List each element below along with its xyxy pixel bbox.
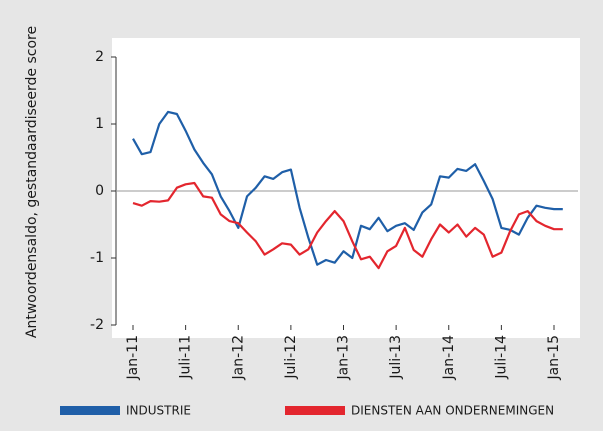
legend-swatch — [285, 406, 345, 415]
y-tick-label: -2 — [90, 317, 104, 333]
line-series — [132, 181, 563, 270]
y-tick-label: 2 — [95, 49, 104, 65]
x-tick-label: Jan-13 — [336, 335, 352, 380]
x-tick-label: Jan-11 — [125, 335, 141, 380]
x-tick-label: Juli-12 — [283, 335, 299, 380]
y-axis-title: Antwoordensaldo, gestandaardiseerde scor… — [24, 26, 40, 338]
x-tick-label: Juli-13 — [388, 335, 404, 380]
x-tick-label: Juli-14 — [493, 335, 509, 380]
x-tick-label: Jan-12 — [230, 335, 246, 380]
y-tick-label: 0 — [95, 183, 104, 199]
y-tick-label: -1 — [90, 250, 104, 266]
line-series — [132, 110, 563, 266]
x-tick-label: Juli-11 — [178, 335, 194, 380]
plot-area — [112, 38, 580, 338]
legend-label: INDUSTRIE — [126, 404, 191, 418]
x-tick-label: Jan-14 — [441, 335, 457, 381]
legend-label: DIENSTEN AAN ONDERNEMINGEN — [351, 404, 554, 418]
x-tick-label: Jan-15 — [546, 335, 562, 380]
legend-swatch — [60, 406, 120, 415]
y-tick-label: 1 — [95, 116, 104, 132]
